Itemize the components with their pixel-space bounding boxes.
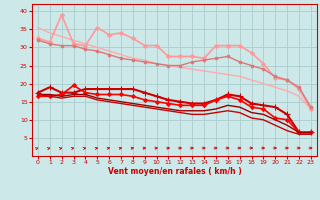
X-axis label: Vent moyen/en rafales ( km/h ): Vent moyen/en rafales ( km/h ): [108, 167, 241, 176]
